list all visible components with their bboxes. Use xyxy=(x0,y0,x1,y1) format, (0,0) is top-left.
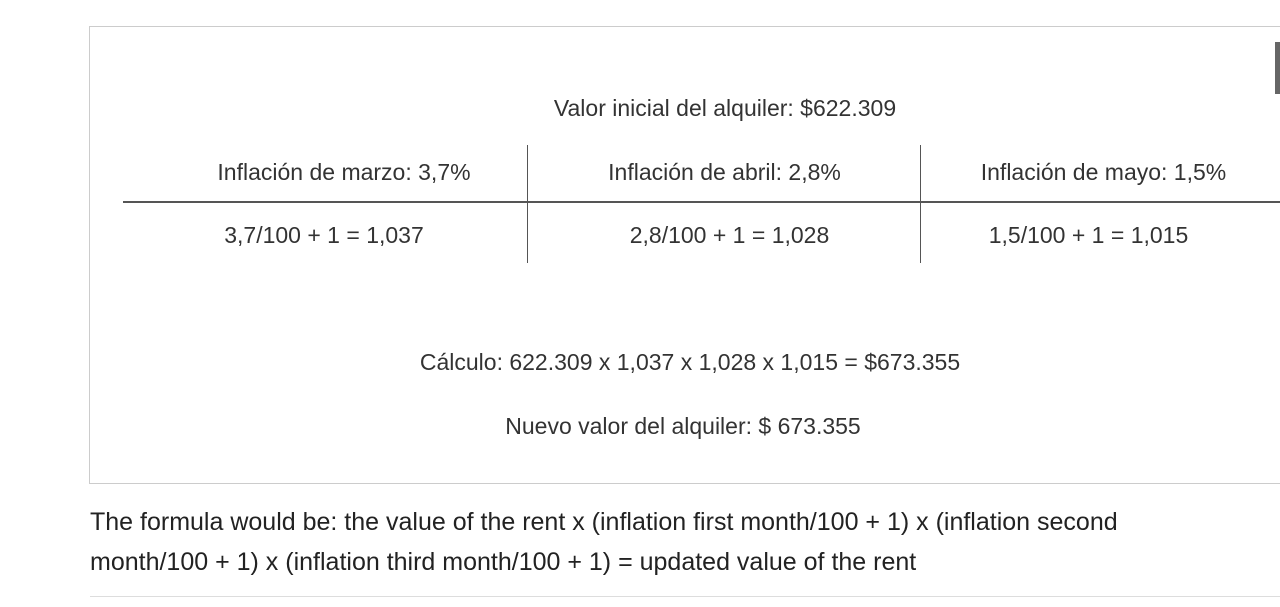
table-cell: 3,7/100 + 1 = 1,037 xyxy=(224,222,424,248)
table-cell: 1,5/100 + 1 = 1,015 xyxy=(988,222,1189,248)
table-header: Inflación de mayo: 1,5% xyxy=(980,159,1227,185)
table-rule xyxy=(123,201,1280,203)
caption: The formula would be: the value of the r… xyxy=(90,508,1118,576)
table-header: Inflación de abril: 2,8% xyxy=(608,159,841,185)
image-title: Valor inicial del alquiler: $622.309 xyxy=(553,95,897,121)
table-cell: 2,8/100 + 1 = 1,028 xyxy=(629,222,830,248)
calculation: Cálculo: 622.309 x 1,037 x 1,028 x 1,015… xyxy=(419,349,961,375)
image-frame xyxy=(89,26,1280,484)
table-divider xyxy=(920,145,921,263)
scrollbar xyxy=(1275,42,1280,94)
table-header: Inflación de marzo: 3,7% xyxy=(217,159,471,185)
table-divider xyxy=(527,145,528,263)
result: Nuevo valor del alquiler: $ 673.355 xyxy=(505,413,861,439)
separator xyxy=(90,596,1280,597)
